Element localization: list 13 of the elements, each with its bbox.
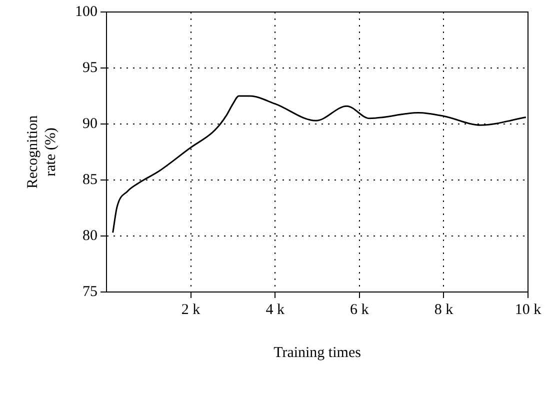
y-tick-label: 100 xyxy=(75,4,98,20)
y-axis-title: Recognition rate (%) xyxy=(24,114,59,189)
y-tick-label: 75 xyxy=(82,284,98,300)
x-tick-label: 6 k xyxy=(350,302,370,318)
x-tick-label: 4 k xyxy=(266,302,285,318)
y-tick-label: 90 xyxy=(82,116,98,132)
x-tick-label: 2 k xyxy=(181,302,201,318)
y-tick-label: 95 xyxy=(82,60,98,76)
y-tick-label: 80 xyxy=(82,228,98,244)
y-tick-label: 85 xyxy=(82,172,98,188)
x-tick-label: 8 k xyxy=(434,302,454,318)
x-tick-label: 10 k xyxy=(514,302,542,318)
x-axis-title: Training times xyxy=(274,344,362,361)
